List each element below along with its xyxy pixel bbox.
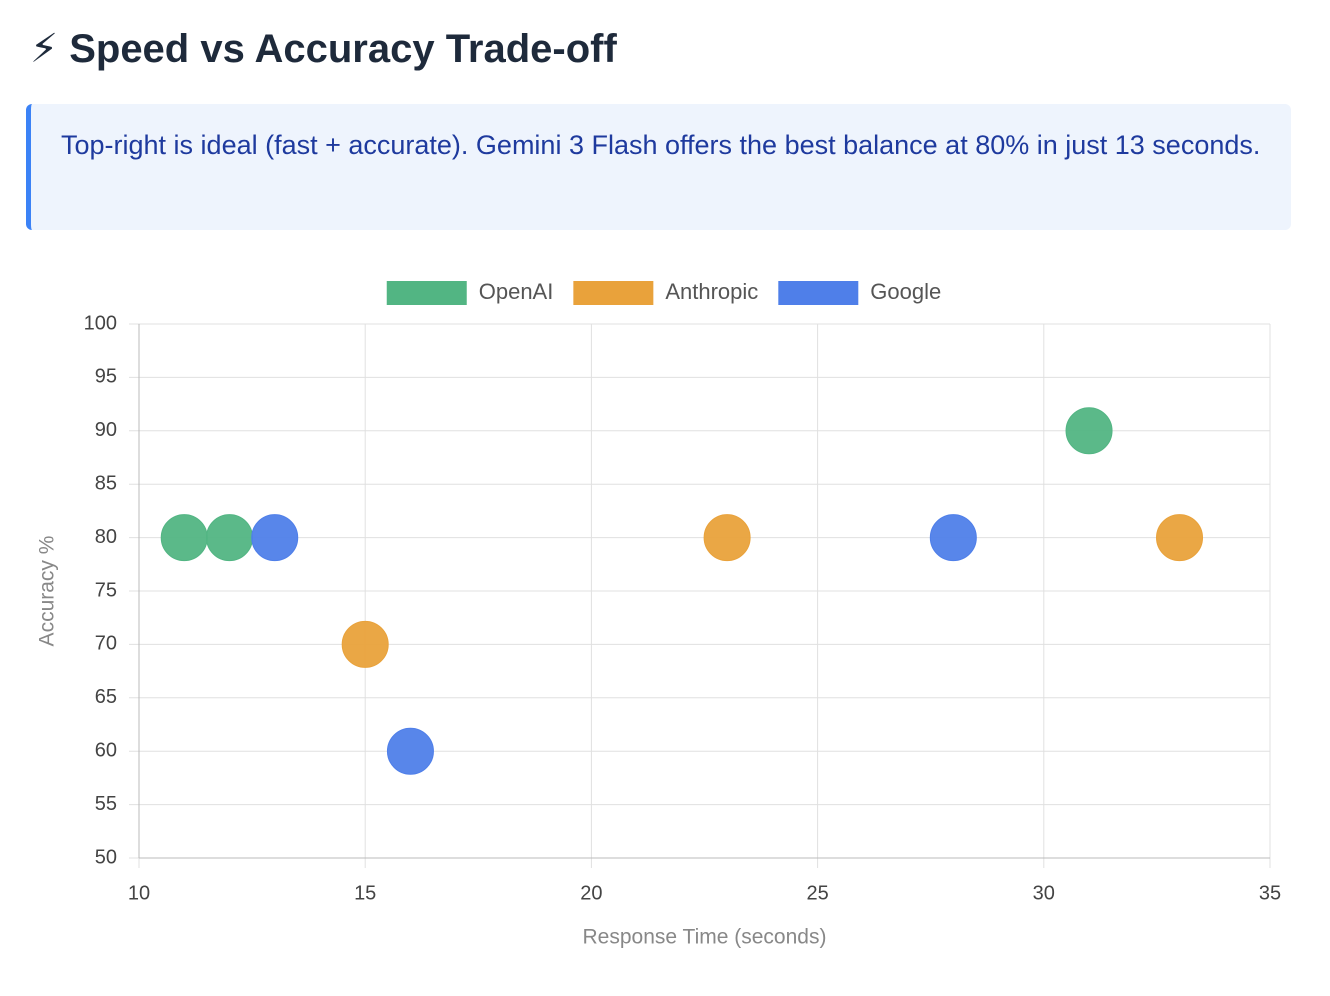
x-tick-label: 25 bbox=[806, 882, 828, 904]
y-tick-label: 65 bbox=[95, 686, 117, 708]
y-tick-label: 100 bbox=[84, 312, 117, 334]
point bbox=[160, 514, 208, 562]
point bbox=[703, 514, 751, 562]
point bbox=[341, 620, 389, 668]
legend-swatch bbox=[778, 281, 859, 305]
y-tick-label: 70 bbox=[95, 633, 117, 655]
x-tick-label: 30 bbox=[1033, 882, 1055, 904]
y-tick-label: 55 bbox=[95, 793, 117, 815]
point bbox=[1065, 407, 1113, 455]
x-tick-label: 15 bbox=[354, 882, 376, 904]
point bbox=[251, 514, 299, 562]
note: Top-right is ideal (fast + accurate). Ge… bbox=[26, 104, 1291, 230]
y-tick-label: 50 bbox=[95, 846, 117, 868]
y-axis-label: Accuracy % bbox=[36, 536, 59, 647]
x-tick-label: 20 bbox=[580, 882, 602, 904]
legend-label: OpenAI bbox=[479, 279, 554, 304]
page-title: ⚡ Speed vs Accuracy Trade-off bbox=[30, 27, 617, 71]
y-tick-label: 90 bbox=[95, 419, 117, 441]
legend-label: Anthropic bbox=[665, 279, 758, 304]
y-tick-label: 80 bbox=[95, 526, 117, 548]
legend-swatch bbox=[386, 281, 467, 305]
x-tick-label: 10 bbox=[128, 882, 150, 904]
point bbox=[205, 514, 253, 562]
point bbox=[929, 514, 977, 562]
y-tick-label: 75 bbox=[95, 579, 117, 601]
legend-swatch bbox=[573, 281, 654, 305]
x-axis-label: Response Time (seconds) bbox=[583, 926, 827, 949]
legend-label: Google bbox=[870, 279, 941, 304]
x-tick-label: 35 bbox=[1259, 882, 1281, 904]
y-tick-label: 60 bbox=[95, 739, 117, 761]
y-tick-label: 85 bbox=[95, 472, 117, 494]
point bbox=[1156, 514, 1204, 562]
point bbox=[386, 727, 434, 775]
y-tick-label: 95 bbox=[95, 366, 117, 388]
